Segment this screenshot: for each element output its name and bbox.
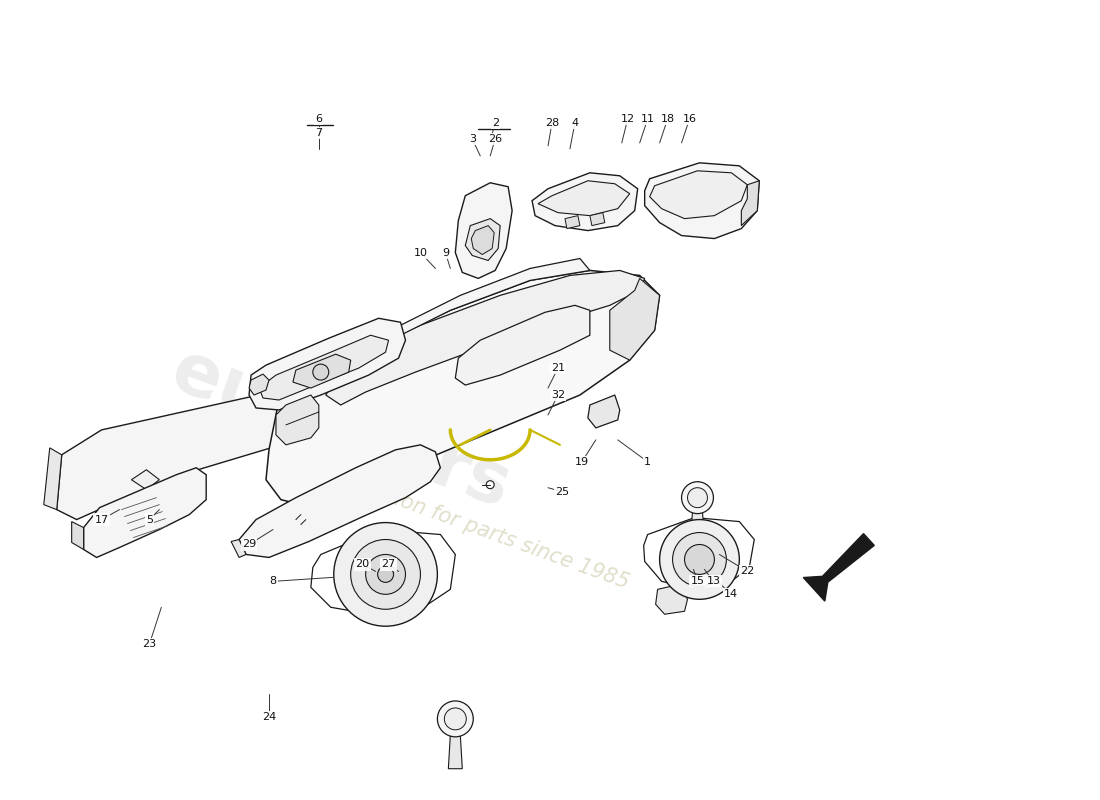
Polygon shape [398, 550, 430, 575]
Text: 27: 27 [382, 559, 396, 570]
Text: 28: 28 [544, 118, 559, 128]
Text: a passion for parts since 1985: a passion for parts since 1985 [329, 466, 631, 593]
Text: 24: 24 [262, 712, 276, 722]
Polygon shape [741, 181, 759, 226]
Text: 26: 26 [488, 134, 503, 144]
Polygon shape [276, 395, 319, 445]
Text: 21: 21 [551, 363, 565, 373]
Text: 14: 14 [724, 590, 738, 599]
Polygon shape [266, 270, 660, 505]
Polygon shape [465, 218, 501, 261]
Text: 8: 8 [270, 576, 276, 586]
Text: 1: 1 [645, 457, 651, 466]
Circle shape [312, 364, 329, 380]
Text: 10: 10 [414, 247, 428, 258]
Text: 17: 17 [95, 514, 109, 525]
Text: 22: 22 [740, 566, 755, 577]
Circle shape [688, 488, 707, 508]
Polygon shape [538, 181, 629, 216]
Circle shape [351, 539, 420, 610]
Polygon shape [249, 374, 270, 395]
Polygon shape [132, 470, 160, 490]
Text: 19: 19 [575, 457, 589, 466]
Polygon shape [326, 270, 645, 405]
Text: 12: 12 [620, 114, 635, 124]
Polygon shape [84, 468, 206, 558]
Text: 5: 5 [146, 514, 153, 525]
Polygon shape [471, 226, 494, 254]
Polygon shape [587, 395, 619, 428]
Text: 23: 23 [142, 639, 156, 649]
Circle shape [365, 554, 406, 594]
Polygon shape [57, 330, 420, 519]
Polygon shape [565, 216, 580, 229]
Text: 7: 7 [316, 128, 322, 138]
Polygon shape [656, 584, 688, 614]
Text: 13: 13 [706, 576, 721, 586]
Polygon shape [590, 213, 605, 226]
Circle shape [444, 708, 466, 730]
Text: 3: 3 [469, 134, 476, 144]
Polygon shape [231, 539, 246, 558]
Polygon shape [258, 335, 388, 400]
Text: 15: 15 [691, 576, 704, 586]
Polygon shape [803, 534, 874, 601]
Circle shape [486, 481, 494, 489]
Polygon shape [72, 522, 84, 550]
Text: 29: 29 [242, 539, 256, 550]
Polygon shape [455, 306, 590, 385]
Text: 18: 18 [660, 114, 674, 124]
Polygon shape [249, 318, 406, 410]
Text: 2: 2 [492, 118, 498, 128]
Polygon shape [293, 354, 351, 388]
Polygon shape [449, 735, 462, 769]
Circle shape [660, 519, 739, 599]
Polygon shape [455, 182, 513, 278]
Text: 25: 25 [554, 486, 569, 497]
Text: 20: 20 [355, 559, 370, 570]
Polygon shape [532, 173, 638, 230]
Polygon shape [239, 445, 440, 558]
Circle shape [682, 482, 714, 514]
Polygon shape [44, 448, 62, 510]
Circle shape [672, 533, 726, 586]
Text: 9: 9 [442, 247, 449, 258]
Text: 6: 6 [316, 114, 322, 124]
Circle shape [438, 701, 473, 737]
Polygon shape [376, 559, 408, 587]
Polygon shape [609, 278, 660, 360]
Polygon shape [365, 258, 590, 360]
Text: 16: 16 [682, 114, 696, 124]
Polygon shape [645, 163, 759, 238]
Circle shape [684, 545, 714, 574]
Polygon shape [650, 170, 747, 218]
Circle shape [333, 522, 438, 626]
Text: eurocars: eurocars [162, 337, 520, 523]
Circle shape [377, 566, 394, 582]
Text: 11: 11 [640, 114, 654, 124]
Polygon shape [691, 512, 704, 539]
Text: 4: 4 [571, 118, 579, 128]
Text: 32: 32 [551, 390, 565, 400]
